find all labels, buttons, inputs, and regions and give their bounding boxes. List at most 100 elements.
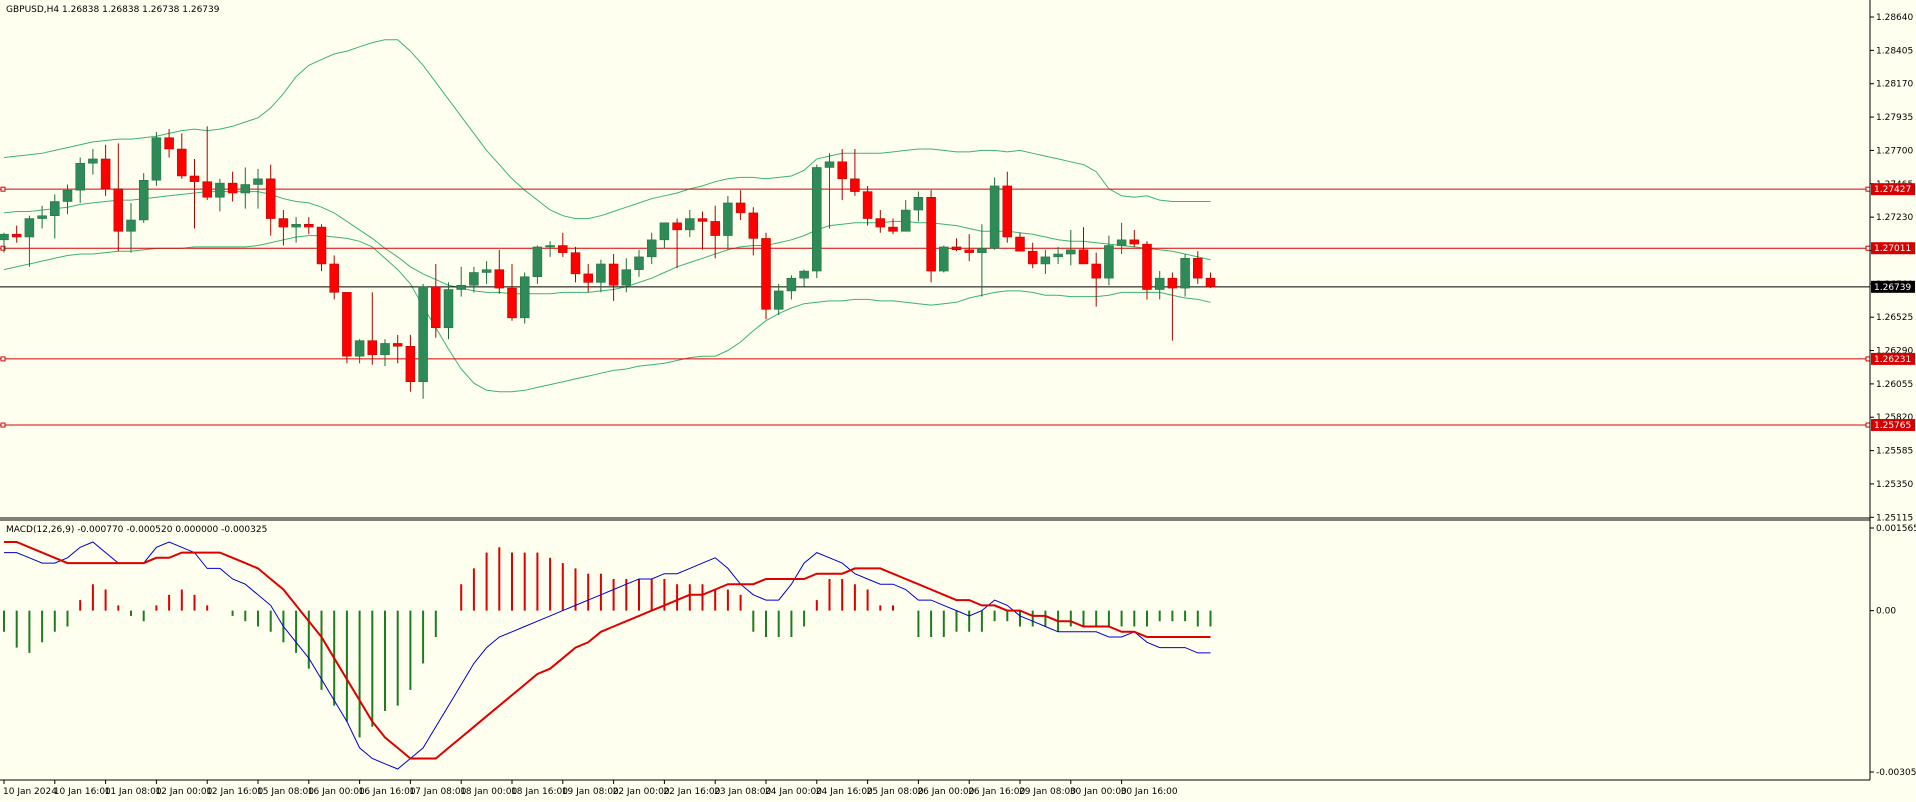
candle[interactable] [659,222,670,249]
candle[interactable] [735,190,746,220]
candle[interactable] [88,149,98,175]
candle[interactable] [1015,232,1025,252]
candle[interactable] [1180,254,1190,297]
candle[interactable] [812,164,822,279]
candle[interactable] [748,207,759,256]
level-handle[interactable] [0,245,6,251]
candle[interactable] [913,191,924,222]
candle[interactable] [380,339,390,367]
candle[interactable] [837,149,847,201]
candle[interactable] [342,292,352,364]
candle[interactable] [469,266,479,293]
candle[interactable] [481,261,492,284]
candle[interactable] [558,232,568,257]
level-handle[interactable] [1865,245,1871,251]
candle[interactable] [1078,227,1089,265]
level-handle[interactable] [0,186,6,192]
candle[interactable] [240,167,251,209]
candle[interactable] [405,334,416,392]
candle[interactable] [431,263,441,338]
candle[interactable] [761,232,771,320]
candle[interactable] [278,210,289,246]
candle[interactable] [634,249,644,277]
candle[interactable] [1154,271,1165,300]
candle[interactable] [964,234,974,262]
candle[interactable] [392,334,403,364]
candle[interactable] [1002,171,1013,243]
candle[interactable] [723,195,733,250]
level-handle[interactable] [0,422,6,428]
candle[interactable] [304,217,314,235]
candle[interactable] [519,272,530,324]
candle[interactable] [1053,246,1063,264]
candle[interactable] [37,205,47,229]
candle[interactable] [113,143,124,252]
candle[interactable] [62,184,73,215]
candle[interactable] [621,258,632,293]
candle[interactable] [329,255,339,300]
candle[interactable] [164,129,174,158]
candle[interactable] [977,224,987,297]
candle[interactable] [1116,222,1127,255]
price-panel[interactable] [0,39,1871,428]
candle[interactable] [138,173,149,223]
candle[interactable] [24,215,35,267]
candle[interactable] [697,211,708,250]
candle[interactable] [939,245,949,273]
candle[interactable] [672,218,682,269]
candle[interactable] [354,339,365,364]
candle[interactable] [1066,229,1076,266]
candle[interactable] [685,210,695,238]
candle[interactable] [100,144,111,196]
candle[interactable] [888,218,898,235]
candle[interactable] [443,282,454,340]
candle[interactable] [824,153,835,229]
candle[interactable] [227,171,238,202]
candle[interactable] [646,232,657,264]
candle[interactable] [926,190,936,283]
candle[interactable] [265,164,276,236]
candle[interactable] [583,263,593,293]
candle[interactable] [189,158,200,229]
macd-panel[interactable] [3,541,1212,770]
candle[interactable] [367,292,378,365]
candle[interactable] [1091,252,1101,307]
candle[interactable] [215,178,225,212]
candle[interactable] [900,200,911,232]
candle[interactable] [1104,235,1114,286]
candle[interactable] [494,249,505,294]
candle[interactable] [177,133,187,179]
candle[interactable] [608,254,619,301]
candle[interactable] [1167,272,1178,341]
candle[interactable] [532,245,543,284]
candle[interactable] [951,238,962,252]
candle[interactable] [75,157,85,203]
candle[interactable] [875,210,886,233]
candle[interactable] [1193,251,1203,284]
candle[interactable] [545,241,555,257]
candle[interactable] [11,225,22,243]
candle[interactable] [50,194,60,239]
candle[interactable] [456,266,466,297]
candle[interactable] [1027,242,1038,269]
candle[interactable] [850,149,860,196]
candle[interactable] [710,205,720,259]
candle[interactable] [418,283,428,399]
candle[interactable] [799,269,809,287]
candle[interactable] [1040,249,1051,274]
candle[interactable] [507,263,517,321]
candle[interactable] [1142,241,1152,300]
candle[interactable] [1129,229,1140,247]
candle[interactable] [316,224,327,272]
candle[interactable] [202,126,212,201]
level-handle[interactable] [1865,186,1871,192]
level-handle[interactable] [1865,356,1871,362]
level-handle[interactable] [0,356,6,362]
candle[interactable] [596,259,606,293]
candle[interactable] [253,168,263,209]
candle[interactable] [1205,272,1216,289]
candle[interactable] [773,283,784,316]
candle[interactable] [0,232,9,253]
